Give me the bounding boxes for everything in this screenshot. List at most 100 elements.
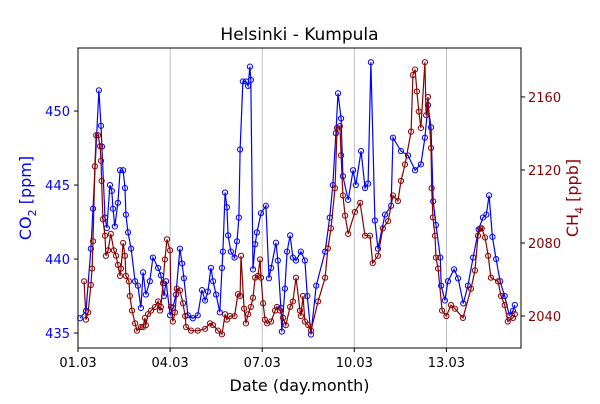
- co2-point: [132, 278, 139, 285]
- ch4-point: [247, 303, 254, 311]
- co2-point: [349, 167, 357, 174]
- co2-point: [281, 285, 289, 292]
- ch4-point: [94, 132, 102, 139]
- ch4-point: [237, 252, 245, 259]
- co2-point: [213, 291, 220, 298]
- ch4-point: [351, 208, 359, 216]
- co2-point: [142, 291, 149, 298]
- co2-point: [493, 255, 500, 263]
- co2-point: [437, 254, 444, 261]
- ch4-point: [509, 314, 517, 321]
- ch4-point: [223, 316, 230, 323]
- co2-point: [337, 115, 345, 122]
- ch4-point: [236, 292, 244, 300]
- ch4-point: [107, 230, 114, 237]
- co2-point: [345, 196, 352, 203]
- ch4-point: [471, 267, 479, 274]
- ch4-point: [102, 252, 110, 259]
- ch4-point: [504, 318, 511, 325]
- ch4-point: [226, 312, 234, 320]
- ch4-point: [231, 312, 238, 320]
- ch4-point: [167, 303, 175, 311]
- co2-point: [501, 292, 508, 300]
- ch4-point: [443, 312, 450, 320]
- ch4-point: [307, 327, 315, 334]
- ch4-point: [331, 185, 339, 192]
- ch4-point: [98, 177, 105, 185]
- ch4-point: [151, 303, 159, 311]
- co2-point: [274, 257, 281, 264]
- ch4-point: [474, 232, 482, 239]
- right-y-axis: 2040 2080 2120 2160: [521, 91, 561, 325]
- ch4-point: [268, 318, 275, 325]
- co2-point: [389, 134, 397, 141]
- co2-point: [201, 297, 209, 304]
- ch4-point: [379, 225, 386, 232]
- co2-point: [111, 223, 118, 230]
- ch4-point: [459, 314, 467, 321]
- ch4-point: [125, 278, 133, 285]
- co2-point: [116, 167, 124, 174]
- ch4-point: [166, 247, 174, 254]
- left-y-tick-label: 440: [45, 253, 70, 268]
- ch4-point: [451, 305, 459, 312]
- ch4-point: [428, 185, 435, 192]
- co2-point: [287, 232, 294, 239]
- co2-point: [381, 211, 389, 218]
- co2-point: [397, 147, 405, 155]
- co2-point: [253, 229, 261, 236]
- ch4-point: [301, 318, 308, 325]
- co2-point: [268, 264, 275, 272]
- co2-point: [278, 328, 285, 335]
- left-y-tick-label: 445: [45, 179, 70, 194]
- co2-point: [216, 309, 223, 316]
- co2-point: [485, 192, 493, 199]
- co2-point: [427, 124, 435, 131]
- co2-point: [207, 264, 215, 272]
- ch4-point: [114, 261, 122, 269]
- ch4-point: [121, 252, 129, 259]
- ch4-point: [511, 311, 518, 318]
- ch4-point: [467, 285, 475, 292]
- co2-point: [219, 248, 227, 255]
- ch4-point: [413, 88, 421, 95]
- ch4-point: [497, 292, 505, 300]
- ch4-point: [357, 199, 364, 206]
- co2-point: [121, 184, 129, 192]
- co2-point: [194, 312, 201, 319]
- co2-point: [149, 254, 157, 261]
- ch4-point: [257, 274, 265, 281]
- co2-point: [97, 122, 105, 129]
- co2-point: [137, 304, 145, 311]
- ch4-point: [99, 216, 106, 223]
- ch4-point: [122, 272, 129, 279]
- co2-point: [272, 239, 280, 246]
- co2-point: [227, 248, 234, 255]
- plot-frame: [77, 47, 522, 349]
- ch4-point: [324, 245, 331, 252]
- ch4-point: [439, 307, 446, 314]
- ch4-point: [176, 287, 184, 294]
- ch4-point: [401, 161, 409, 168]
- co2-point: [357, 147, 365, 155]
- co2-point: [189, 315, 196, 322]
- ch4-point: [249, 294, 257, 301]
- co2-point: [128, 245, 135, 252]
- ch4-point: [156, 307, 164, 314]
- co2-point: [509, 307, 517, 314]
- ch4-point: [389, 192, 397, 199]
- ch4-point: [297, 312, 304, 320]
- ch4-point: [242, 320, 250, 327]
- co2-point: [155, 264, 162, 272]
- ch4-point: [89, 238, 97, 245]
- co2-point: [441, 297, 448, 304]
- co2-point: [374, 245, 382, 252]
- co2-point: [166, 312, 174, 319]
- ch4-point: [421, 59, 429, 66]
- ch4-point: [254, 272, 262, 279]
- ch4-point: [289, 298, 296, 305]
- ch4-point: [423, 112, 430, 119]
- ch4-point: [260, 300, 267, 307]
- co2-point: [114, 199, 122, 206]
- ch4-point: [409, 71, 417, 79]
